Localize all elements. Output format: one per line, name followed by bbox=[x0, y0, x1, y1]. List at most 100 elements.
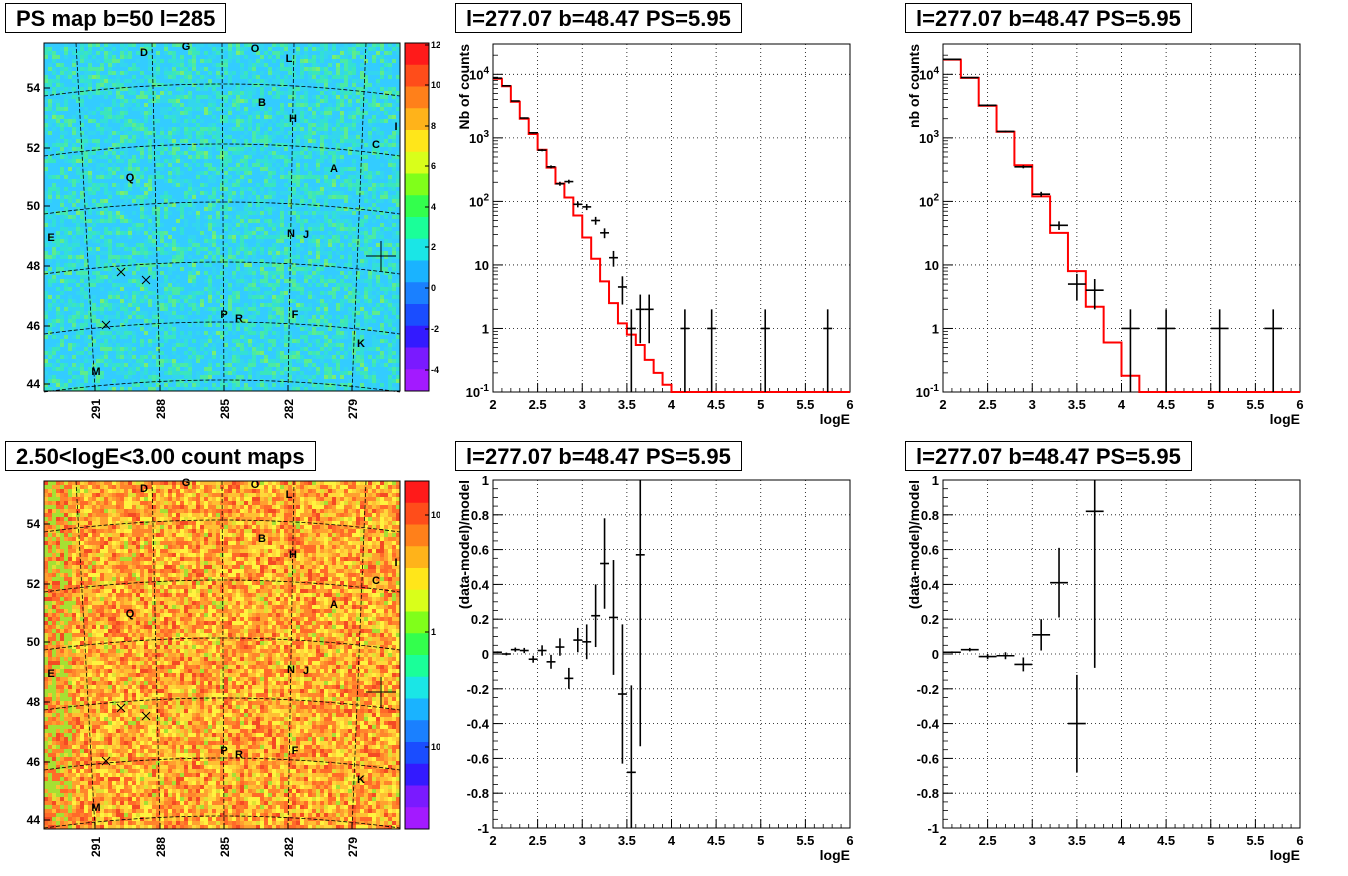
chart-title-4: l=277.07 b=48.47 PS=5.95 bbox=[905, 441, 1192, 471]
x-axis-label: logE bbox=[820, 847, 850, 863]
plot-area bbox=[493, 44, 850, 392]
data-point bbox=[1067, 273, 1086, 301]
source-marker bbox=[141, 275, 151, 285]
lat-tick-label: 50 bbox=[27, 635, 41, 649]
lat-tick-label: 50 bbox=[27, 199, 41, 213]
x-tick-label: 3.5 bbox=[1068, 397, 1086, 412]
data-point bbox=[501, 84, 511, 87]
y-tick-label: 1 bbox=[932, 473, 939, 488]
latitude-line bbox=[43, 261, 401, 275]
data-point bbox=[823, 309, 833, 392]
lat-tick-label: 54 bbox=[27, 517, 41, 531]
residual-point bbox=[1014, 657, 1033, 672]
y-tick-label: 103 bbox=[469, 129, 489, 146]
count-map-bottom: D G O L B H I C A Q E N J P R F K M 54 52 50 48 46 44 291 288 285 2… bbox=[27, 477, 440, 857]
x-tick-label: 4 bbox=[1118, 397, 1126, 412]
x-tick-label: 4 bbox=[1118, 833, 1126, 848]
residual-point bbox=[493, 651, 502, 654]
residual-point bbox=[537, 645, 547, 656]
residual-point bbox=[582, 624, 592, 660]
source-label: B bbox=[258, 97, 266, 109]
lon-tick-label: 285 bbox=[218, 399, 232, 419]
x-tick-label: 5 bbox=[1207, 833, 1214, 848]
source-label: H bbox=[289, 113, 297, 125]
map-frame bbox=[43, 42, 401, 392]
longitude-line bbox=[351, 42, 367, 392]
map-frame bbox=[43, 480, 401, 830]
source-label: C bbox=[372, 139, 380, 151]
lon-tick-label: 279 bbox=[346, 399, 360, 419]
longitude-line bbox=[287, 480, 295, 830]
x-tick-label: 6 bbox=[846, 833, 853, 848]
latitude-line bbox=[43, 83, 401, 97]
plot-frame bbox=[942, 43, 1301, 393]
x-tick-label: 5.5 bbox=[796, 397, 814, 412]
x-tick-label: 3 bbox=[579, 833, 586, 848]
x-tick-label: 2 bbox=[939, 833, 946, 848]
source-label: K bbox=[357, 774, 365, 786]
data-point bbox=[1264, 309, 1283, 392]
y-tick-label: 0.6 bbox=[471, 543, 489, 558]
source-marker bbox=[116, 703, 126, 713]
color-tick-label: 2 bbox=[431, 242, 436, 252]
residual-point bbox=[943, 651, 961, 654]
data-point bbox=[510, 100, 520, 102]
y-tick-label: 10 bbox=[925, 258, 939, 273]
longitude-line bbox=[75, 480, 96, 830]
residual-point bbox=[600, 518, 610, 609]
residual-point bbox=[501, 652, 511, 656]
x-tick-label: 3 bbox=[1029, 833, 1036, 848]
y-tick-label: 0.2 bbox=[921, 612, 939, 627]
data-point bbox=[760, 309, 770, 392]
y-tick-label: -0.8 bbox=[467, 786, 489, 801]
data-point bbox=[1085, 279, 1104, 310]
color-tick-label: -4 bbox=[431, 365, 439, 375]
latitude-line bbox=[43, 697, 401, 711]
longitude-line bbox=[287, 42, 295, 392]
data-point bbox=[680, 309, 690, 392]
y-tick-label: 0.6 bbox=[921, 543, 939, 558]
data-point bbox=[591, 216, 601, 225]
data-point bbox=[644, 294, 654, 344]
color-tick-label: 10-1 bbox=[431, 742, 440, 752]
residual-point bbox=[626, 685, 636, 828]
y-tick-label: 10 bbox=[475, 258, 489, 273]
plot-frame bbox=[942, 479, 1301, 829]
residual-point bbox=[1067, 674, 1086, 773]
data-point bbox=[493, 77, 502, 79]
residual-point bbox=[617, 624, 627, 764]
data-point bbox=[564, 179, 574, 184]
y-axis-label: (data-model)/model bbox=[906, 480, 922, 609]
lat-tick-label: 46 bbox=[27, 319, 41, 333]
data-point bbox=[617, 276, 627, 305]
data-point bbox=[707, 309, 717, 392]
x-tick-label: 2.5 bbox=[529, 833, 547, 848]
x-tick-label: 4 bbox=[668, 833, 676, 848]
x-tick-label: 6 bbox=[846, 397, 853, 412]
y-tick-label: -0.2 bbox=[917, 682, 939, 697]
lat-tick-label: 52 bbox=[27, 141, 41, 155]
color-tick-label: 0 bbox=[431, 283, 436, 293]
source-marker bbox=[101, 320, 111, 330]
source-label: E bbox=[47, 668, 54, 680]
y-tick-label: 104 bbox=[469, 65, 489, 82]
source-label: A bbox=[330, 163, 338, 175]
lon-tick-label: 282 bbox=[282, 399, 296, 419]
x-tick-label: 3 bbox=[579, 397, 586, 412]
source-label: J bbox=[303, 665, 309, 677]
plot-area bbox=[943, 44, 1300, 392]
longitude-line bbox=[75, 42, 96, 392]
data-point bbox=[626, 309, 636, 392]
color-tick-label: 1 bbox=[431, 627, 436, 637]
x-tick-label: 3.5 bbox=[618, 833, 636, 848]
y-tick-label: 0.8 bbox=[471, 508, 489, 523]
data-point bbox=[1157, 309, 1176, 392]
lon-tick-label: 285 bbox=[218, 837, 232, 857]
data-point bbox=[978, 104, 997, 107]
x-tick-label: 2 bbox=[939, 397, 946, 412]
x-tick-label: 5 bbox=[757, 833, 764, 848]
data-point bbox=[528, 132, 538, 134]
data-point bbox=[1032, 191, 1051, 197]
x-axis-label: logE bbox=[1270, 411, 1300, 427]
x-tick-label: 2.5 bbox=[529, 397, 547, 412]
